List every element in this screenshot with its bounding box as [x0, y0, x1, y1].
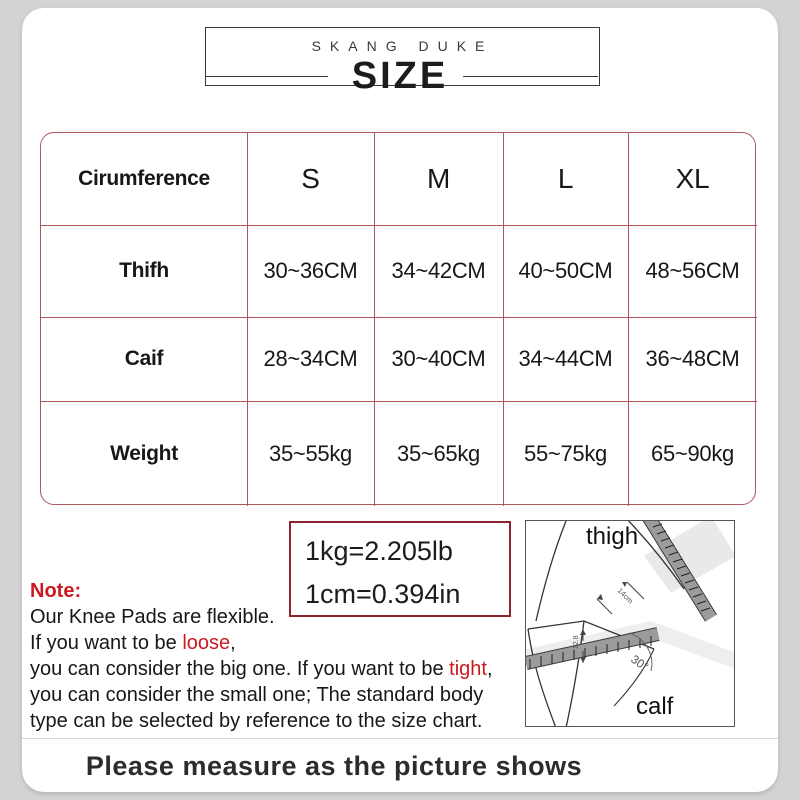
svg-text:30°: 30°: [628, 652, 651, 674]
svg-text:12.8: 12.8: [573, 635, 580, 649]
